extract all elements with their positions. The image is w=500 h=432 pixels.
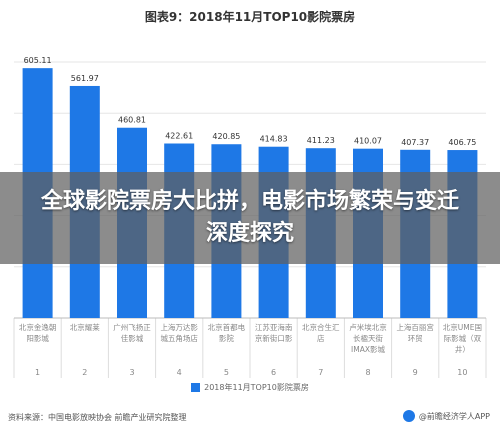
x-tick-label: 城五角场店 <box>160 333 198 343</box>
source-note: 资料来源：中国电影放映协会 前瞻产业研究院整理 <box>8 413 187 422</box>
data-label: 420.85 <box>212 132 240 141</box>
data-label: 561.97 <box>71 74 99 83</box>
x-tick-label: 北京耀莱 <box>70 322 100 332</box>
x-tick-label: IMAX影城 <box>351 344 385 354</box>
rank-label: 7 <box>318 368 323 377</box>
data-label: 406.75 <box>448 138 476 147</box>
data-label: 422.61 <box>165 132 193 141</box>
x-tick-label: 环贸 <box>408 333 423 343</box>
chart-legend: 2018年11月TOP10影院票房 <box>0 382 500 393</box>
x-tick-label: 北京UME国 <box>443 322 482 332</box>
data-label: 605.11 <box>24 56 52 65</box>
data-label: 460.81 <box>118 116 146 125</box>
x-tick-label: 北京金逸朝 <box>19 322 57 332</box>
x-tick-label: 北京首都电 <box>208 322 246 332</box>
x-tick-label: 阳影城 <box>26 333 49 343</box>
footer: 资料来源：中国电影放映协会 前瞻产业研究院整理 @前瞻经济学人APP <box>0 404 500 432</box>
x-tick-label: 际影城（双 <box>444 333 482 343</box>
x-tick-label: 京新街口影 <box>255 333 293 343</box>
x-tick-label: 上海万达影 <box>160 322 198 332</box>
x-tick-label: 广州飞扬正 <box>113 322 151 332</box>
x-tick-label: 北京合生汇 <box>302 322 340 332</box>
rank-label: 2 <box>82 368 87 377</box>
data-label: 414.83 <box>260 135 288 144</box>
rank-label: 10 <box>457 368 467 377</box>
rank-label: 4 <box>177 368 182 377</box>
x-tick-label: 井） <box>455 344 470 354</box>
rank-label: 6 <box>271 368 276 377</box>
x-tick-label: 上海百丽宫 <box>396 322 434 332</box>
rank-label: 3 <box>129 368 134 377</box>
x-tick-label: 影院 <box>219 333 234 343</box>
headline-text: 全球影院票房大比拼，电影市场繁荣与变迁深度探究 <box>40 189 459 246</box>
x-tick-label: 卢米埃北京 <box>349 322 387 332</box>
brand: @前瞻经济学人APP <box>402 410 490 422</box>
x-tick-label: 佳影城 <box>121 333 144 343</box>
chart-title: 图表9：2018年11月TOP10影院票房 <box>144 10 356 24</box>
legend-label: 2018年11月TOP10影院票房 <box>204 383 309 392</box>
x-tick-label: 店 <box>317 333 325 343</box>
x-tick-label: 江苏亚海南 <box>255 322 293 332</box>
data-label: 411.23 <box>307 136 335 145</box>
data-label: 410.07 <box>354 137 382 146</box>
rank-label: 5 <box>224 368 229 377</box>
brand-label: @前瞻经济学人APP <box>418 411 490 421</box>
x-tick-label: 长楹天街 <box>353 333 383 343</box>
rank-label: 8 <box>365 368 370 377</box>
data-label: 407.37 <box>401 138 429 147</box>
headline-overlay: 全球影院票房大比拼，电影市场繁荣与变迁深度探究 <box>0 172 500 264</box>
legend-swatch <box>191 383 201 392</box>
rank-label: 1 <box>35 368 40 377</box>
brand-logo-icon <box>402 410 415 422</box>
rank-label: 9 <box>413 368 418 377</box>
